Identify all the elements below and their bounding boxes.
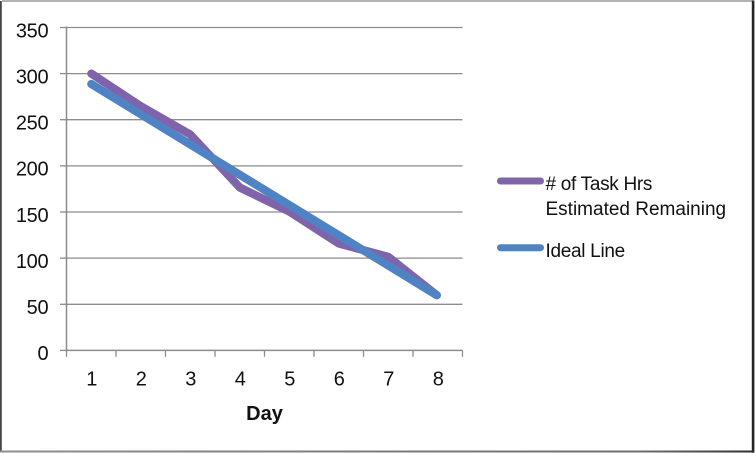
svg-text:50: 50 [27,297,49,319]
svg-text:0: 0 [37,343,48,365]
svg-text:2: 2 [136,369,147,391]
svg-text:Day: Day [246,403,284,425]
svg-text:350: 350 [16,20,49,42]
svg-text:# of Task Hrs: # of Task Hrs [546,174,653,195]
svg-text:1: 1 [86,369,97,391]
svg-text:6: 6 [334,369,345,391]
svg-text:Estimated Remaining: Estimated Remaining [546,199,727,220]
svg-text:4: 4 [235,369,246,391]
svg-text:300: 300 [16,66,49,88]
svg-text:5: 5 [284,369,295,391]
svg-text:3: 3 [185,369,196,391]
svg-text:8: 8 [433,369,444,391]
svg-text:150: 150 [16,205,49,227]
svg-text:200: 200 [16,159,49,181]
svg-text:7: 7 [383,369,394,391]
svg-text:Ideal Line: Ideal Line [546,241,625,262]
svg-text:250: 250 [16,113,49,135]
svg-text:100: 100 [16,251,49,273]
